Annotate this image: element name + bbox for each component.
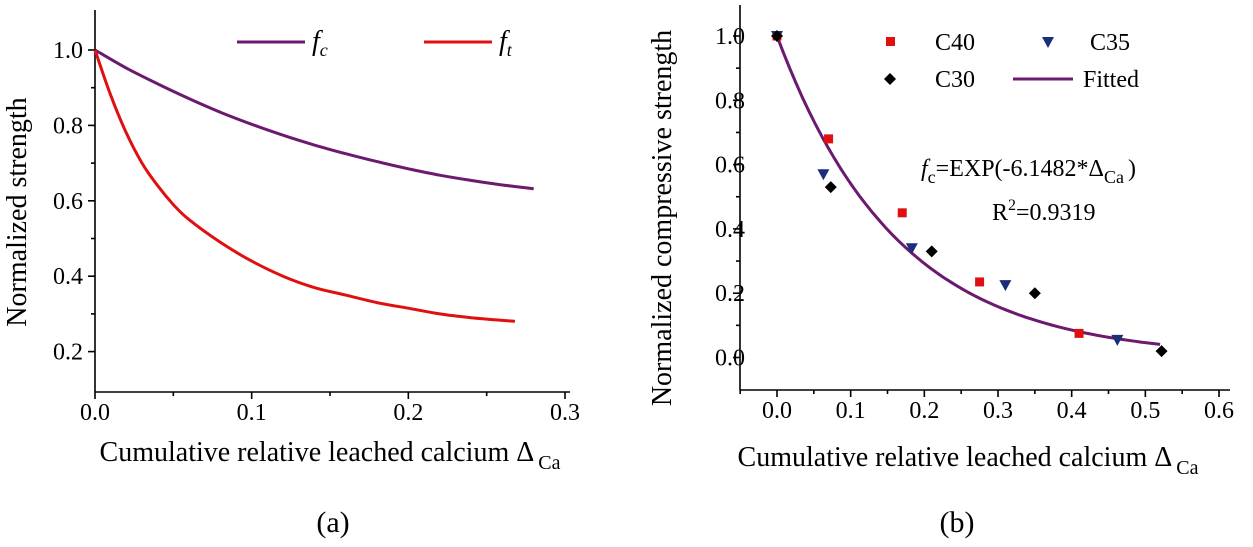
series-line-ft <box>93 49 516 323</box>
panel-a-y-tick-label: 0.4 <box>53 264 83 290</box>
legend-c35-label: C35 <box>1090 30 1130 56</box>
legend-fc-label: fc <box>312 26 328 60</box>
panel-a-x-tick-label: 0.3 <box>550 400 580 426</box>
fit-equation: fc=EXP(-6.1482*ΔCa) <box>921 156 1136 187</box>
fit-r-squared: R2=0.9319 <box>992 197 1096 226</box>
point-c40 <box>897 208 907 218</box>
panel-a-x-tick-label: 0.0 <box>80 400 110 426</box>
legend-c40-marker <box>886 37 895 46</box>
point-c40 <box>1074 328 1084 338</box>
panel-a-y-tick-label: 0.6 <box>53 189 83 215</box>
panel-a-x-label: Cumulative relative leached calcium Δ Ca <box>100 437 561 474</box>
point-c40 <box>824 134 834 144</box>
panel-b-y-label: Normalized compressive strength <box>647 30 678 406</box>
panel-b-y-tick-label: 0.6 <box>715 153 745 179</box>
panel-b-x-tick-label: 0.5 <box>1130 398 1160 424</box>
point-c35 <box>817 169 830 181</box>
panel-a-y-label: Normalized strength <box>2 97 33 326</box>
point-c30 <box>824 181 837 194</box>
panel-a-caption: (a) <box>316 506 349 539</box>
panel-b-axes <box>733 5 1230 397</box>
panel-a-y-tick-label: 0.2 <box>53 340 83 366</box>
point-c30 <box>1155 345 1168 358</box>
fitted-curve <box>775 35 1161 346</box>
panel-b-x-tick-label: 0.1 <box>836 398 866 424</box>
legend-c40-label: C40 <box>935 30 975 56</box>
panel-a-legend: fc ft <box>237 26 513 60</box>
panel-a-x-tick-label: 0.2 <box>393 400 423 426</box>
panel-b: 0.0 0.1 0.2 0.3 0.4 0.5 0.60.00.20.40.60.81.0 … <box>647 5 1234 539</box>
panel-a-series-lines <box>93 48 534 323</box>
legend-c30-label: C30 <box>935 67 975 93</box>
panel-b-y-tick-label: 0.2 <box>715 281 745 307</box>
panel-b-x-tick-label: 0.3 <box>983 398 1013 424</box>
point-c30 <box>771 30 783 42</box>
panel-b-y-tick-label: 0.4 <box>715 217 745 243</box>
panel-b-y-tick-label: 0.0 <box>715 346 745 372</box>
legend-ft-label: ft <box>499 26 513 60</box>
panel-a: 0.0 0.1 0.2 0.3 0.2 0.4 0.6 0.8 1.0 fc ft Cumula… <box>2 10 580 539</box>
panel-a-y-tick-label: 1.0 <box>53 38 83 64</box>
panel-b-caption: (b) <box>940 506 975 539</box>
panel-b-x-tick-label: 0.4 <box>1057 398 1087 424</box>
panel-b-tick-labels: 0.0 0.1 0.2 0.3 0.4 0.5 0.6 0.0 0.2 0.4 0.6 0.8 1.0 <box>715 24 1234 424</box>
legend-c35-marker <box>1042 37 1054 48</box>
point-c40 <box>975 277 985 287</box>
panel-b-y-tick-label: 1.0 <box>715 24 745 50</box>
panel-b-x-tick-label: 0.0 <box>762 398 792 424</box>
point-c30 <box>925 245 938 258</box>
panel-a-y-tick-label: 0.8 <box>53 113 83 139</box>
panel-b-legend: C40 C35 C30 Fitted <box>884 30 1139 93</box>
panel-b-fitted-curve <box>775 35 1161 346</box>
panel-b-points <box>771 30 1168 358</box>
panel-a-tick-labels: 0.0 0.1 0.2 0.3 0.2 0.4 0.6 0.8 1.0 <box>53 38 580 426</box>
panel-a-axes <box>88 10 570 399</box>
series-line-fc <box>94 48 534 191</box>
panel-b-y-tick-label: 0.8 <box>715 88 745 114</box>
panel-a-x-tick-label: 0.1 <box>237 400 267 426</box>
panel-b-x-label: Cumulative relative leached calcium Δ Ca <box>738 442 1199 479</box>
point-c35 <box>905 243 918 255</box>
panel-b-x-tick-label: 0.6 <box>1204 398 1234 424</box>
point-c35 <box>1111 334 1124 346</box>
panel-b-x-tick-label: 0.2 <box>909 398 939 424</box>
legend-fitted-label: Fitted <box>1083 67 1139 93</box>
point-c30 <box>1028 287 1041 300</box>
point-c35 <box>999 280 1012 292</box>
legend-c30-marker <box>884 73 896 85</box>
